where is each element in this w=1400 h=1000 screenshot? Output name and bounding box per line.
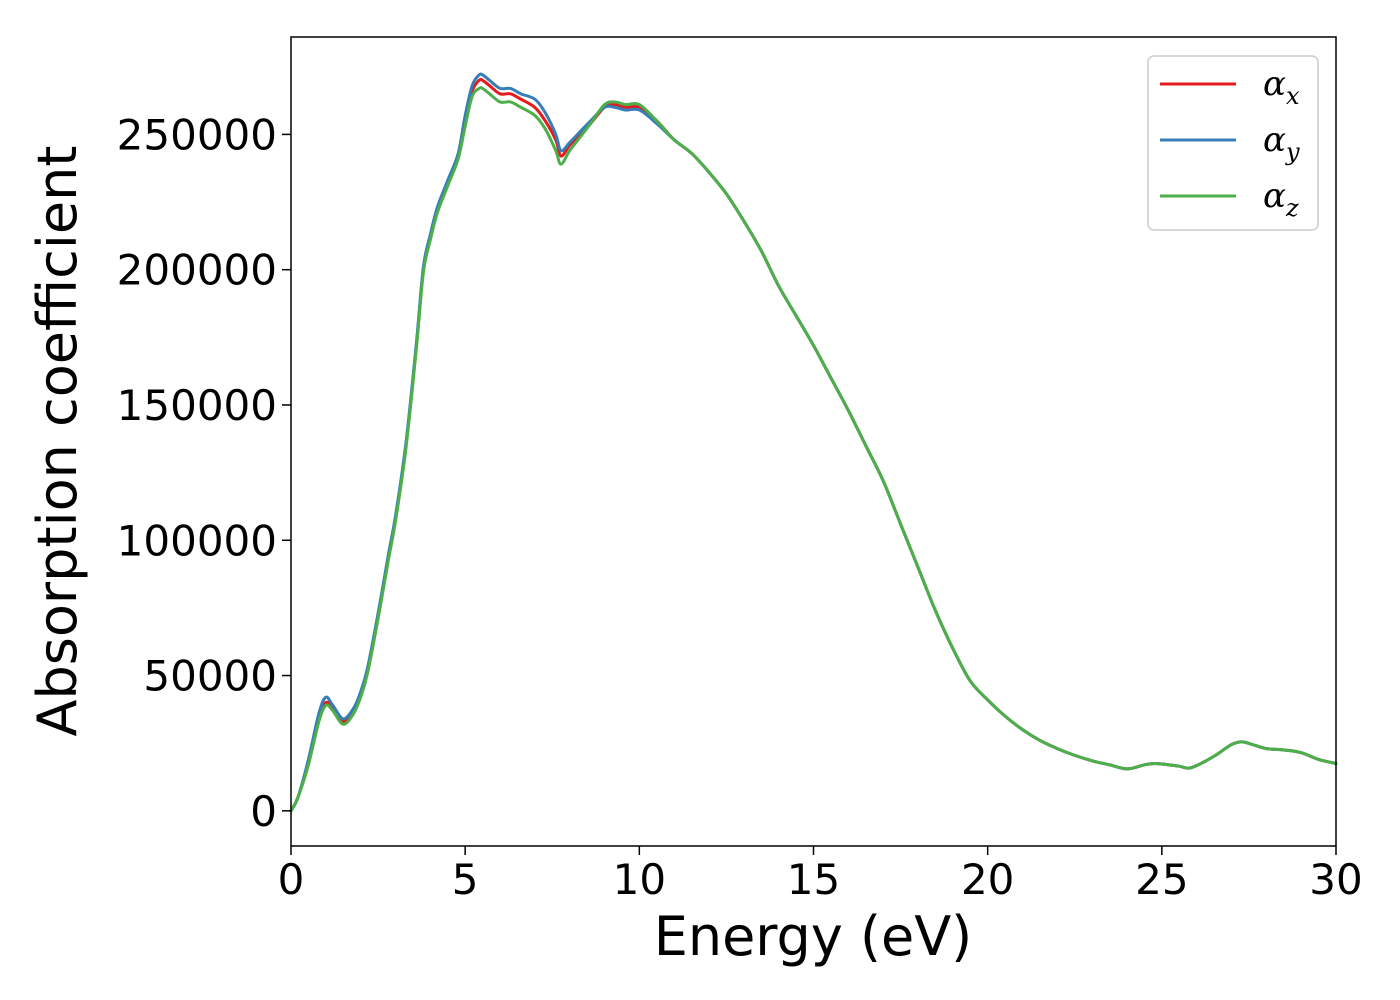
y-tick-label: 100000: [117, 516, 277, 565]
legend: αx αy αz: [1147, 55, 1319, 231]
y-tick-label: 150000: [117, 381, 277, 430]
y-tick-label: 200000: [117, 246, 277, 295]
x-tick-label: 30: [1309, 855, 1362, 904]
x-tick-label: 25: [1135, 855, 1188, 904]
y-tick-label: 0: [250, 787, 277, 836]
y-tick-label: 250000: [117, 110, 277, 159]
x-tick-label: 10: [613, 855, 666, 904]
legend-box: [1147, 55, 1319, 231]
x-tick-label: 15: [787, 855, 840, 904]
x-tick-label: 5: [452, 855, 479, 904]
series-line-z: [289, 86, 1338, 813]
y-axis: 0 50000 100000 150000 200000 250000: [117, 110, 291, 836]
legend-label-x: αx: [1263, 64, 1300, 110]
x-tick-label: 0: [278, 855, 305, 904]
plot-lines: [289, 72, 1338, 813]
x-axis-label: Energy (eV): [654, 905, 973, 968]
y-tick-label: 50000: [143, 652, 277, 701]
legend-label-z: αz: [1263, 176, 1299, 222]
legend-label-y: αy: [1263, 120, 1300, 166]
y-axis-label: Absorption coefficient: [26, 146, 89, 737]
x-axis: 0 5 10 15 20 25 30: [278, 846, 1363, 904]
x-tick-label: 20: [961, 855, 1014, 904]
